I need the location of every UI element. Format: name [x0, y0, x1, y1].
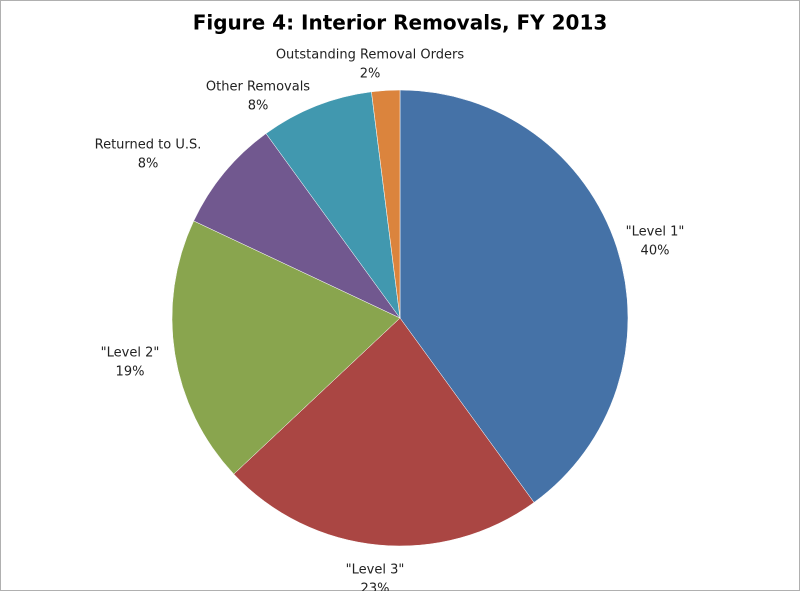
slice-value-label: 40%	[641, 244, 670, 259]
pie-slice	[399, 89, 629, 503]
pie-slice	[371, 89, 401, 319]
slice-label: "Level 3"	[346, 563, 405, 578]
pie-slice	[265, 91, 401, 319]
slice-value-label: 19%	[116, 365, 145, 380]
slice-value-label: 2%	[360, 67, 381, 82]
slice-label: "Level 1"	[626, 225, 685, 240]
slice-value-label: 23%	[361, 582, 390, 591]
pie-slice	[233, 317, 535, 547]
chart-title: Figure 4: Interior Removals, FY 2013	[193, 11, 608, 35]
pie-slice	[193, 133, 401, 319]
slice-label: Other Removals	[206, 80, 310, 95]
slice-label: "Level 2"	[101, 346, 160, 361]
slice-label: Returned to U.S.	[95, 138, 202, 153]
slice-label: Outstanding Removal Orders	[276, 48, 465, 63]
slice-value-label: 8%	[138, 157, 159, 172]
slice-value-label: 8%	[248, 99, 269, 114]
pie-slice	[171, 220, 401, 475]
